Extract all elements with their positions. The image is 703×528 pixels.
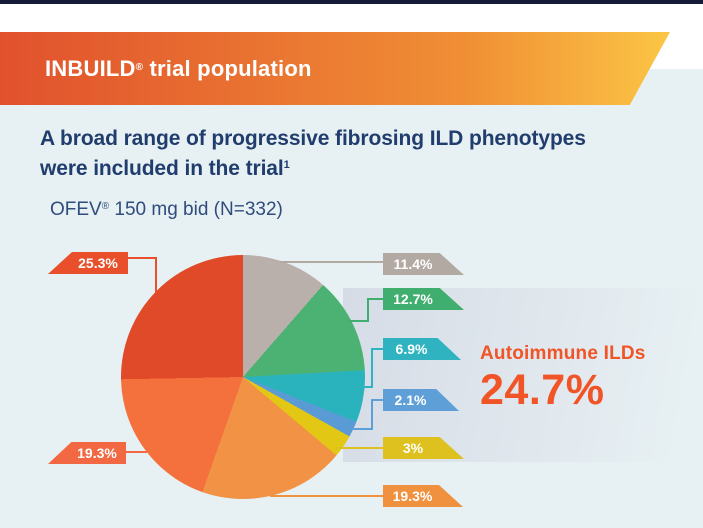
registered-mark: ® [135,61,144,73]
autoimmune-callout-label: Autoimmune ILDs [480,343,646,364]
connector-red [127,257,157,259]
chart-subtitle: OFEV® 150 mg bid (N=332) [50,199,283,221]
header-banner: INBUILD® trial population [0,32,670,105]
connector-green [367,298,369,322]
connector-blue [371,399,383,401]
slide-title-rest: trial population [143,55,312,81]
slide-title: INBUILD® trial population [45,56,312,82]
autoimmune-highlight-box [343,288,695,462]
connector-yellow [336,447,383,449]
connector-orange-bottom [270,495,383,497]
label-banner-yellow: 3% [383,437,464,459]
connector-gray [280,261,383,263]
heading-line1: A broad range of progressive fibrosing I… [40,127,586,150]
connector-teal [371,348,373,388]
label-banner-blue: 2.1% [383,389,459,411]
connector-blue [371,399,373,430]
label-banner-red: 25.3% [48,252,128,274]
connector-teal [371,348,383,350]
connector-green [367,298,383,300]
connector-teal [360,386,373,388]
slide-title-main: INBUILD [45,55,136,81]
autoimmune-callout-value: 24.7% [480,366,605,414]
label-banner-gray: 11.4% [383,253,464,275]
reference-superscript: 1 [283,159,290,171]
connector-blue [351,428,373,430]
main-heading: A broad range of progressive fibrosing I… [40,126,680,182]
registered-mark: ® [101,201,110,212]
label-banner-teal: 6.9% [383,338,461,360]
label-banner-orange-left: 19.3% [48,442,126,464]
connector-red [155,257,157,293]
subtitle-dose: 150 mg bid (N=332) [109,199,283,220]
subtitle-drug: OFEV [50,199,102,220]
connector-green [349,320,369,322]
connector-orange-left [125,451,147,453]
top-border [0,0,703,4]
label-banner-green: 12.7% [383,288,464,310]
heading-line2: were included in the trial [40,157,284,180]
pie-chart [121,255,365,499]
label-banner-orange-bottom: 19.3% [383,485,463,507]
autoimmune-callout: Autoimmune ILDs 24.7% [480,343,646,415]
